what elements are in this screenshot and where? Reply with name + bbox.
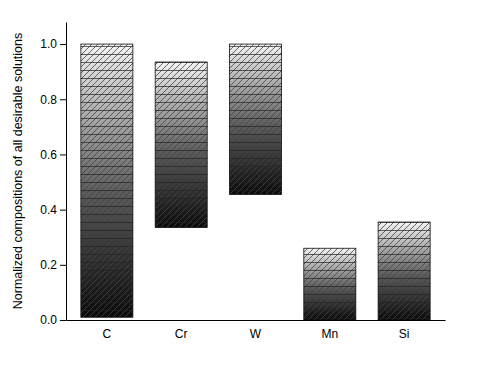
x-tick: Si [399,320,410,341]
y-tick: 0.0 [40,313,66,327]
y-tick-mark [60,44,66,45]
y-tick-label: 1.0 [40,37,57,51]
plot: 0.0 0.2 0.4 0.6 0.8 1.0 C Cr W Mn Si [40,23,445,341]
y-axis-line [66,23,67,321]
range-bar [81,44,133,317]
range-bar-outline [378,222,430,320]
x-axis: C Cr W Mn Si [67,320,446,341]
x-tick-label: Mn [321,327,338,341]
range-bar-outline [304,248,356,320]
y-tick-mark [60,320,66,321]
x-tick-label: Si [399,327,410,341]
y-tick: 0.6 [40,148,66,162]
x-axis-line [67,320,446,321]
y-axis: 0.0 0.2 0.4 0.6 0.8 1.0 [40,23,66,328]
y-tick-mark [60,99,66,100]
bars [81,44,430,320]
y-tick: 0.2 [40,258,66,272]
range-bar-hatch [378,222,430,320]
range-bar [378,222,430,320]
y-tick-label: 0.4 [40,203,57,217]
y-axis-title: Normalized compositions of all desirable… [11,33,25,310]
y-tick-label: 0.2 [40,258,57,272]
y-tick-mark [60,265,66,266]
y-tick-mark [60,154,66,155]
y-tick-mark [60,210,66,211]
y-tick-label: 0.0 [40,313,57,327]
x-tick: Mn [321,320,338,341]
range-bar [229,44,281,194]
y-tick: 0.8 [40,93,66,107]
x-tick-label: Cr [175,327,188,341]
range-bar-hatch [304,248,356,320]
range-bar-hatch [229,44,281,194]
x-tick: C [103,320,112,341]
range-bar-hatch [81,44,133,317]
chart: 0.0 0.2 0.4 0.6 0.8 1.0 C Cr W Mn Si Normalized com… [0,0,500,382]
x-tick: W [250,320,262,341]
y-tick: 0.4 [40,203,66,217]
y-tick-label: 0.6 [40,148,57,162]
x-tick-label: W [250,327,262,341]
range-bar [155,62,207,228]
range-bar-outline [155,62,207,228]
y-tick: 1.0 [40,37,66,51]
range-bar-hatch [155,62,207,228]
range-bar-outline [81,44,133,317]
y-tick-label: 0.8 [40,93,57,107]
range-bar-outline [229,44,281,194]
x-tick: Cr [175,320,188,341]
range-bar [304,248,356,320]
x-tick-label: C [103,327,112,341]
